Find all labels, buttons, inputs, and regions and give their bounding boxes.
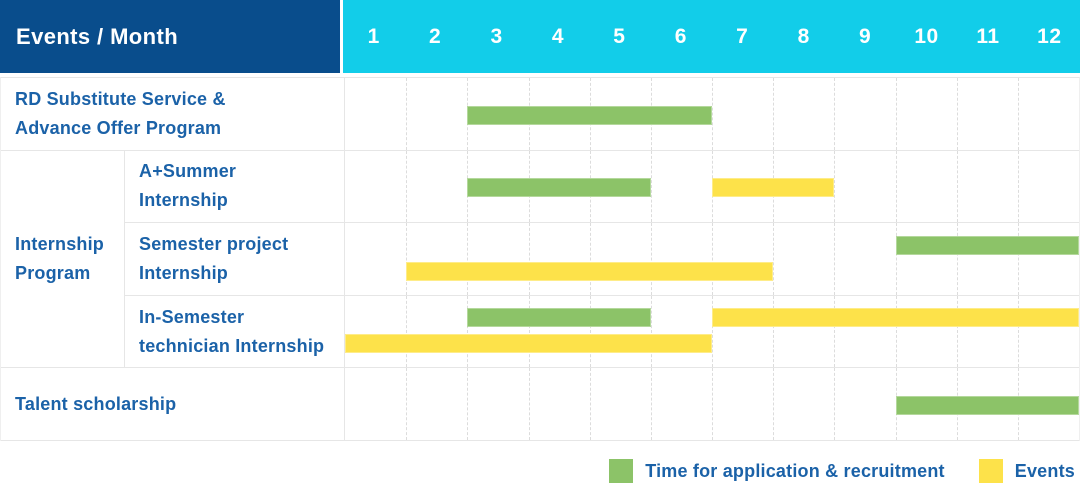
month-header-cell: 10 [914, 24, 939, 48]
month-gridline [650, 150, 652, 223]
gantt-bar-event [712, 178, 835, 198]
month-gridline [650, 223, 652, 295]
month-gridline [589, 223, 591, 295]
month-gridline [895, 150, 897, 223]
month-header-cell: 12 [1037, 24, 1062, 48]
row-label: RD Substitute Service & Advance Offer Pro… [1, 78, 344, 151]
month-gridline [895, 78, 897, 150]
month-gridline [773, 295, 775, 368]
gantt-bar-application [467, 105, 712, 125]
month-gridline [1017, 78, 1019, 150]
row-label: Semester project Internship [125, 223, 344, 296]
row-group-label-line: Program [15, 262, 91, 283]
month-gridline [773, 78, 775, 150]
legend: Time for application & recruitment Event… [609, 459, 1075, 483]
month-gridline [773, 223, 775, 295]
month-header-cell: 5 [613, 24, 626, 48]
months-header: 1 2 3 4 5 6 7 8 9 10 11 12 [343, 0, 1080, 73]
month-header-cell: 7 [736, 24, 749, 48]
month-gridline [834, 295, 836, 368]
gantt-bar-event [345, 334, 712, 354]
row-label: In-Semester technician Internship [125, 296, 344, 369]
month-gridline [834, 150, 836, 223]
month-header-cell: 8 [797, 24, 810, 48]
row-label-line: A+Summer [139, 161, 237, 182]
month-header-cell: 9 [858, 24, 872, 48]
row-label: Talent scholarship [1, 368, 344, 441]
month-gridline [956, 223, 958, 295]
row-label-line: Internship [139, 190, 229, 211]
month-gridline [650, 295, 652, 368]
month-header-cell: 11 [976, 24, 1000, 48]
timeline-cell [344, 295, 1079, 369]
timeline-cell [344, 150, 1079, 224]
row-label-line: Advance Offer Program [15, 117, 222, 138]
month-gridline [712, 295, 713, 368]
month-gridline [956, 150, 958, 223]
gantt-bar-event [712, 308, 1079, 328]
row-group-label-line: Internship [15, 233, 105, 254]
month-gridline [956, 78, 958, 150]
month-gridline [895, 295, 897, 368]
legend-swatch-events-icon [978, 459, 1003, 483]
gantt-bar-application [467, 178, 651, 198]
month-header-cell: 4 [551, 24, 565, 48]
month-gridline [895, 223, 897, 295]
month-gridline [467, 223, 469, 295]
legend-label-application: Time for application & recruitment [645, 460, 945, 481]
month-gridline [467, 368, 469, 440]
month-gridline [773, 368, 775, 440]
month-gridline [1017, 223, 1019, 295]
month-gridline [406, 295, 408, 368]
month-gridline [1017, 295, 1019, 368]
month-header-cell: 2 [429, 24, 442, 48]
month-gridline [712, 368, 713, 440]
month-gridline [712, 78, 713, 150]
legend-swatch-application-icon [609, 459, 634, 483]
gantt-bar-application [895, 396, 1079, 416]
timeline-cell [344, 223, 1079, 296]
gantt-bar-event [406, 261, 774, 281]
month-gridline [406, 368, 408, 440]
row-label-line: Talent scholarship [15, 393, 177, 414]
month-gridline [1017, 150, 1019, 223]
month-gridline [406, 223, 408, 295]
row-group-label: Internship Program [1, 150, 125, 369]
month-gridline [589, 368, 591, 440]
month-gridline [406, 150, 408, 223]
month-gridline [589, 295, 591, 368]
month-gridline [834, 368, 836, 440]
table-body: RD Substitute Service & Advance Offer Pro… [0, 77, 1080, 441]
events-month-header-cell: Events / Month [0, 0, 340, 73]
month-gridline [834, 223, 836, 295]
row-label: A+Summer Internship [125, 151, 344, 224]
legend-label-events: Events [1014, 460, 1075, 481]
month-gridline [650, 368, 652, 440]
row-label-line: Internship [139, 262, 229, 283]
month-gridline [406, 78, 408, 150]
month-gridline [528, 223, 530, 295]
month-gridline [712, 223, 713, 295]
gantt-bar-application [467, 308, 651, 328]
month-header-cell: 3 [490, 24, 503, 48]
month-header-cell: 6 [674, 24, 687, 48]
gantt-bar-application [895, 235, 1079, 255]
row-label-line: technician Internship [139, 335, 325, 356]
month-gridline [956, 295, 958, 368]
month-header-cell: 1 [367, 24, 380, 48]
row-label-line: In-Semester [139, 306, 245, 327]
month-gridline [528, 295, 530, 368]
timeline-cell [344, 78, 1079, 151]
month-gridline [528, 368, 530, 440]
row-label-line: RD Substitute Service & [15, 88, 226, 109]
month-gridline [834, 78, 836, 150]
row-label-line: Semester project [139, 233, 289, 254]
month-gridline [467, 295, 469, 368]
table-header: Events / Month 1 2 3 4 5 6 7 8 9 10 11 12 [0, 0, 1080, 73]
timeline-cell [344, 368, 1079, 441]
